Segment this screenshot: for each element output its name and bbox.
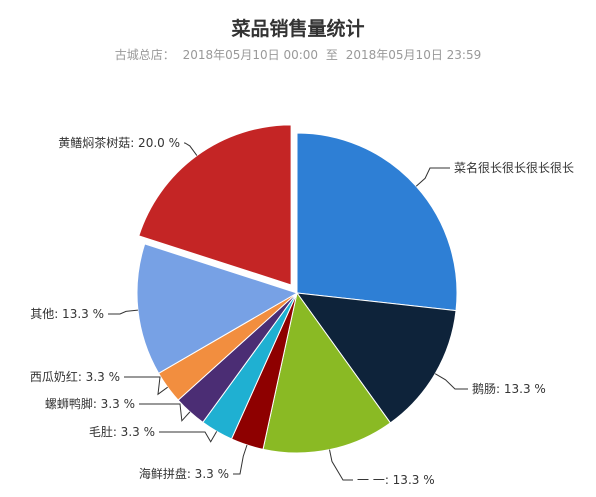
pie-slice[interactable] [296,132,458,312]
leader-line [124,376,168,396]
slice-label: 鹅肠: 13.3 % [472,382,546,396]
range-separator: 至 [325,48,338,62]
slice-label: 螺蛳鸭脚: 3.3 % [45,396,135,411]
leader-line [108,309,138,315]
slice-label: 西瓜奶红: 3.3 % [30,369,120,384]
leader-line [139,403,191,422]
leader-line [233,444,248,475]
leader-line [434,373,468,390]
slice-label: 毛肚: 3.3 % [89,424,155,439]
store-label: 古城总店： [114,48,175,62]
leader-line [159,431,218,443]
chart-subtitle: 古城总店： 2018年05月10日 00:00 至 2018年05月10日 23… [0,46,596,63]
pie-slice[interactable] [136,243,299,374]
end-time: 2018年05月10日 23:59 [345,48,482,62]
slice-label: 菜名很长很长很长很长 [454,160,574,175]
slice-label: 一 一: 13.3 % [357,473,435,487]
slice-label: 海鲜拼盘: 3.3 % [139,466,229,481]
leader-line [329,449,353,481]
start-time: 2018年05月10日 00:00 [182,48,319,62]
pie-slice[interactable] [262,291,392,454]
leader-line [184,142,198,156]
slice-label: 黄鳝焖茶树菇: 20.0 % [58,135,180,150]
chart-title: 菜品销售量统计 [231,18,365,40]
slice-label: 其他: 13.3 % [30,307,104,321]
leader-line [415,167,450,187]
pie-slice[interactable] [295,292,457,424]
